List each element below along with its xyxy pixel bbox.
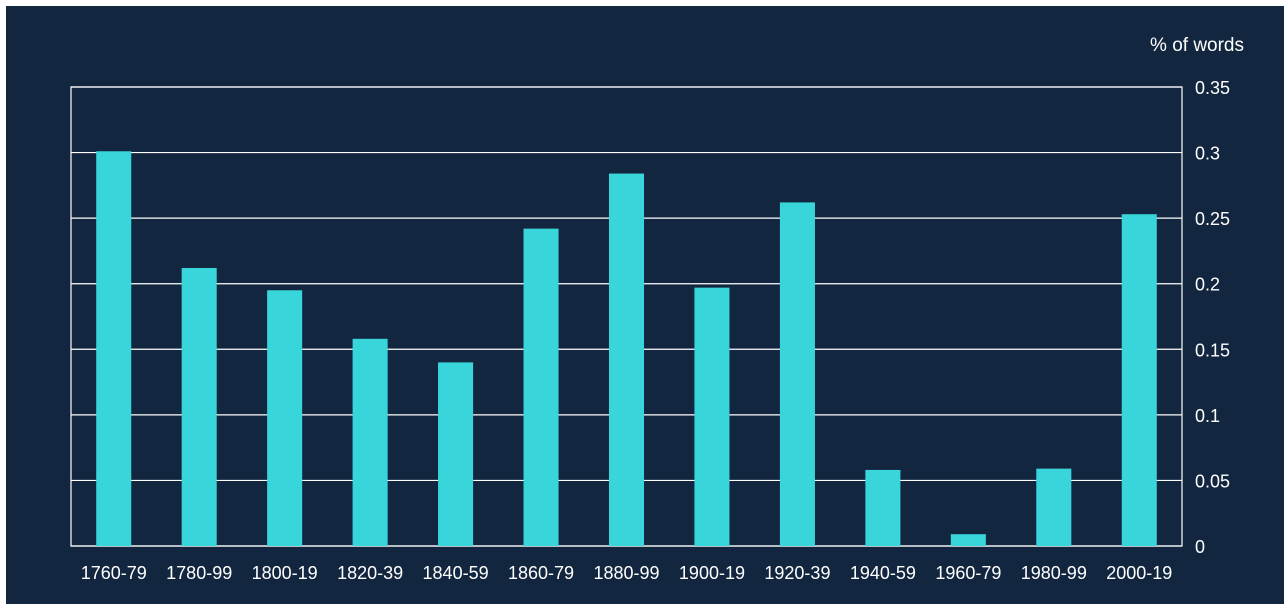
bar-1840-59 [438,362,474,546]
y-tick-label: 0.35 [1195,78,1230,98]
x-axis-ticks: 1760-79 1780-99 1800-19 1820-39 1840-59 1860-… [81,563,1173,583]
bar-1920-39 [779,202,815,547]
y-tick-label: 0.2 [1195,275,1220,295]
y-axis-ticks: 0 0.05 0.1 0.15 0.2 0.25 0.3 0.35 [1195,78,1230,557]
bars [96,151,1157,547]
bar-2000-19 [1121,214,1157,547]
x-tick-label: 1840-59 [423,563,489,583]
x-tick-label: 2000-19 [1106,563,1172,583]
x-tick-label: 1760-79 [81,563,147,583]
chart-background: 0 0.05 0.1 0.15 0.2 0.25 0.3 0.35 1760-79 1780-9… [6,6,1284,604]
x-tick-label: 1900-19 [679,563,745,583]
x-tick-label: 1960-79 [935,563,1001,583]
bar-1800-19 [267,290,303,546]
y-tick-label: 0.3 [1195,144,1220,164]
x-tick-label: 1860-79 [508,563,574,583]
bar-1820-39 [352,338,388,546]
y-tick-label: 0.15 [1195,340,1230,360]
y-tick-label: 0.25 [1195,209,1230,229]
y-axis-unit-label: % of words [1150,35,1244,56]
bar-1960-79 [950,534,986,546]
bar-1780-99 [181,267,217,546]
bar-1760-79 [96,151,132,546]
x-tick-label: 1920-39 [764,563,830,583]
bar-1860-79 [523,228,559,547]
x-tick-label: 1780-99 [166,563,232,583]
x-tick-label: 1820-39 [337,563,403,583]
x-tick-label: 1980-99 [1021,563,1087,583]
bar-1940-59 [865,469,901,546]
x-tick-label: 1800-19 [252,563,318,583]
bar-1880-99 [608,173,645,546]
bar-1900-19 [694,287,730,546]
bar-chart: 0 0.05 0.1 0.15 0.2 0.25 0.3 0.35 1760-79 1780-9… [70,35,1244,583]
y-tick-label: 0 [1195,537,1205,557]
x-tick-label: 1880-99 [593,563,659,583]
y-tick-label: 0.1 [1195,406,1220,426]
y-tick-label: 0.05 [1195,471,1230,491]
x-tick-label: 1940-59 [850,563,916,583]
bar-1980-99 [1036,468,1072,546]
